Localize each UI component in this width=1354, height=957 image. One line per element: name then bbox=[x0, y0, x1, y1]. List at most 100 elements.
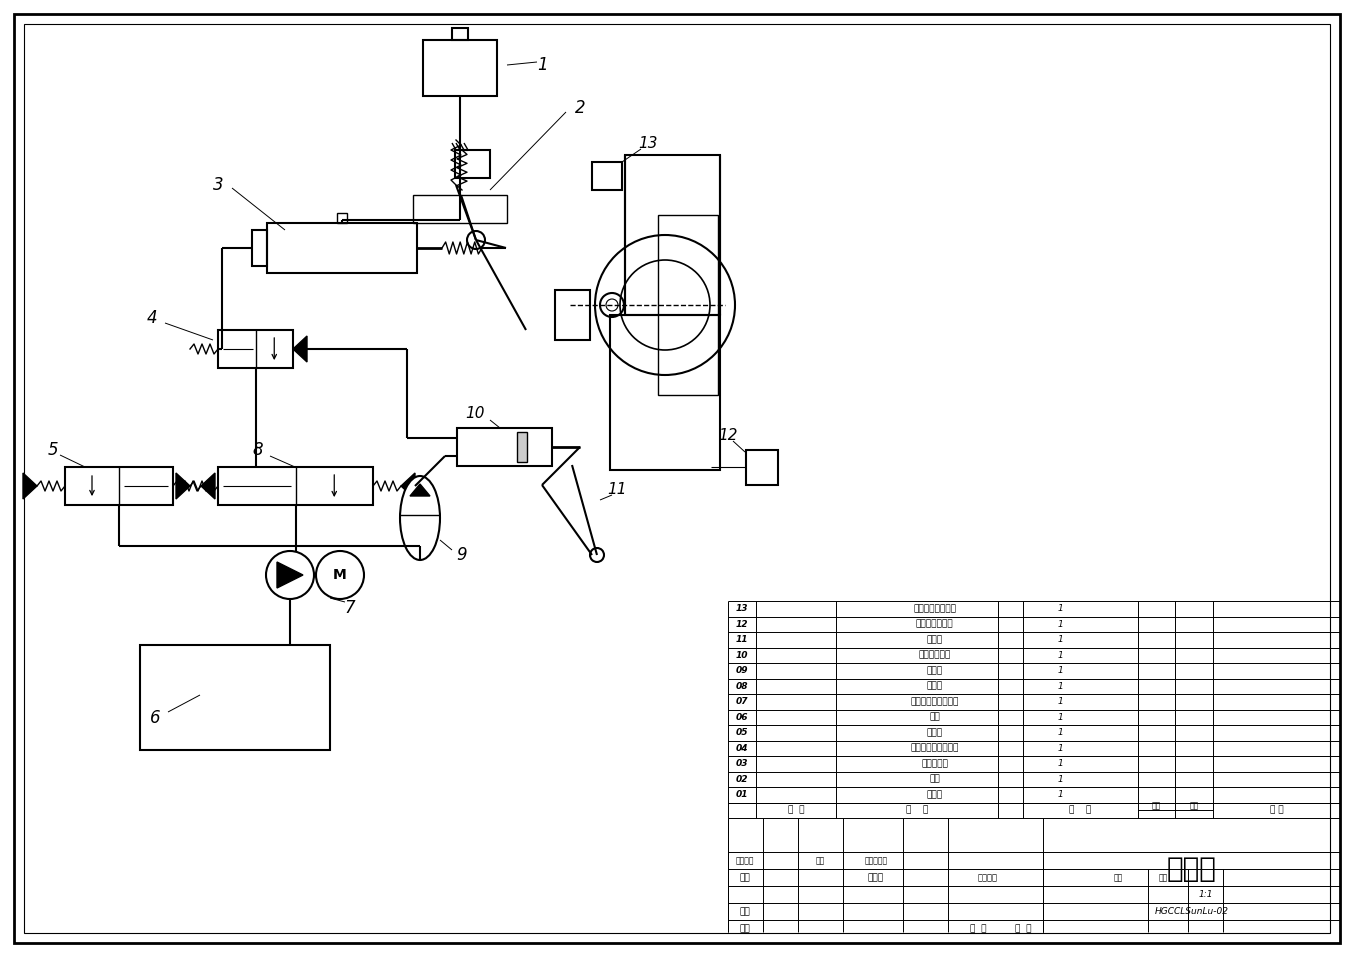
Text: 1: 1 bbox=[1057, 635, 1063, 644]
Text: 离合器主缸: 离合器主缸 bbox=[921, 759, 948, 768]
Bar bbox=[455, 150, 490, 178]
Text: 标记处数: 标记处数 bbox=[735, 856, 754, 865]
Text: 更改文件号: 更改文件号 bbox=[864, 856, 888, 865]
Text: 回油泵: 回油泵 bbox=[926, 681, 942, 691]
Text: 液压泵和电动机总成: 液压泵和电动机总成 bbox=[910, 698, 959, 706]
Bar bbox=[626, 155, 720, 315]
Text: 1: 1 bbox=[1057, 666, 1063, 676]
Text: 1: 1 bbox=[1057, 759, 1063, 768]
Text: 6: 6 bbox=[150, 709, 160, 727]
Text: 10: 10 bbox=[735, 651, 749, 659]
Text: 1: 1 bbox=[1057, 744, 1063, 753]
Text: 03: 03 bbox=[735, 759, 749, 768]
Text: 2: 2 bbox=[574, 99, 585, 117]
Text: 分离叉位置传感器: 分离叉位置传感器 bbox=[913, 604, 956, 613]
Text: 12: 12 bbox=[718, 428, 738, 442]
Text: M: M bbox=[333, 568, 347, 582]
Text: 09: 09 bbox=[735, 666, 749, 676]
Text: 1: 1 bbox=[1057, 620, 1063, 629]
Text: 分离叉: 分离叉 bbox=[926, 635, 942, 644]
Bar bbox=[458, 428, 552, 466]
Bar bbox=[337, 213, 347, 223]
Text: 1: 1 bbox=[1057, 681, 1063, 691]
Text: 1: 1 bbox=[1057, 728, 1063, 737]
Text: 1: 1 bbox=[1057, 651, 1063, 659]
Text: 蓄能器: 蓄能器 bbox=[926, 666, 942, 676]
Text: 04: 04 bbox=[735, 744, 749, 753]
Polygon shape bbox=[401, 473, 414, 499]
Text: 控制模式切换开关阀: 控制模式切换开关阀 bbox=[910, 744, 959, 753]
Text: 标准化: 标准化 bbox=[868, 873, 884, 882]
Text: 11: 11 bbox=[607, 482, 627, 498]
Bar bbox=[422, 40, 497, 96]
Text: 8: 8 bbox=[253, 441, 263, 459]
Text: 设计: 设计 bbox=[739, 873, 750, 882]
Polygon shape bbox=[23, 473, 37, 499]
Bar bbox=[746, 450, 779, 485]
Text: 05: 05 bbox=[735, 728, 749, 737]
Text: 07: 07 bbox=[735, 698, 749, 706]
Text: 01: 01 bbox=[735, 790, 749, 799]
Text: 3: 3 bbox=[213, 176, 223, 194]
Text: 9: 9 bbox=[456, 546, 467, 564]
Text: 重量: 重量 bbox=[1113, 873, 1122, 882]
Text: 12: 12 bbox=[735, 620, 749, 629]
Text: 踏板位置传感器: 踏板位置传感器 bbox=[915, 620, 953, 629]
Polygon shape bbox=[410, 484, 431, 496]
Bar bbox=[611, 315, 720, 470]
Text: 分区: 分区 bbox=[815, 856, 825, 865]
Text: 共  张: 共 张 bbox=[969, 924, 986, 933]
Polygon shape bbox=[176, 473, 190, 499]
Text: 总计: 总计 bbox=[1189, 802, 1198, 811]
Polygon shape bbox=[278, 562, 303, 588]
Text: 备 注: 备 注 bbox=[1270, 806, 1284, 814]
Text: 1: 1 bbox=[1057, 698, 1063, 706]
Bar bbox=[139, 645, 330, 750]
Text: 06: 06 bbox=[735, 713, 749, 722]
Bar bbox=[218, 330, 292, 368]
Bar bbox=[555, 290, 590, 340]
Text: 比例: 比例 bbox=[1159, 873, 1167, 882]
Text: 审核: 审核 bbox=[739, 907, 750, 916]
Text: 08: 08 bbox=[735, 681, 749, 691]
Text: 1: 1 bbox=[1057, 775, 1063, 784]
Bar bbox=[218, 467, 372, 505]
Text: 1: 1 bbox=[536, 56, 547, 74]
Text: 阶段标记: 阶段标记 bbox=[978, 873, 998, 882]
Text: 踏板: 踏板 bbox=[929, 775, 940, 784]
Bar bbox=[658, 215, 718, 395]
Ellipse shape bbox=[399, 476, 440, 560]
Text: HGCCLSunLu-02: HGCCLSunLu-02 bbox=[1155, 907, 1228, 916]
Bar bbox=[267, 223, 417, 273]
Text: 11: 11 bbox=[735, 635, 749, 644]
Text: 储液室: 储液室 bbox=[926, 790, 942, 799]
Text: 1: 1 bbox=[1057, 713, 1063, 722]
Bar bbox=[413, 195, 506, 223]
Text: 油箱: 油箱 bbox=[929, 713, 940, 722]
Text: 进油阀: 进油阀 bbox=[926, 728, 942, 737]
Text: 13: 13 bbox=[735, 604, 749, 613]
Text: 10: 10 bbox=[466, 406, 485, 420]
Text: 02: 02 bbox=[735, 775, 749, 784]
Text: 1: 1 bbox=[1057, 604, 1063, 613]
Text: 工艺: 工艺 bbox=[739, 924, 750, 933]
Bar bbox=[65, 467, 173, 505]
Text: 1: 1 bbox=[1057, 790, 1063, 799]
Polygon shape bbox=[200, 473, 215, 499]
Bar bbox=[592, 162, 621, 190]
Text: 离合器工作缸: 离合器工作缸 bbox=[918, 651, 951, 659]
Text: 单件: 单件 bbox=[1152, 802, 1162, 811]
Text: 1:1: 1:1 bbox=[1198, 890, 1213, 899]
Bar bbox=[517, 432, 527, 462]
Text: 原理图: 原理图 bbox=[1167, 855, 1216, 883]
Text: 名    称: 名 称 bbox=[906, 806, 927, 814]
Text: 第  张: 第 张 bbox=[1014, 924, 1032, 933]
Text: 材    料: 材 料 bbox=[1070, 806, 1091, 814]
Text: 代  号: 代 号 bbox=[788, 806, 804, 814]
Polygon shape bbox=[292, 336, 307, 362]
Text: 7: 7 bbox=[345, 599, 355, 617]
Text: 13: 13 bbox=[638, 136, 658, 150]
Text: 4: 4 bbox=[146, 309, 157, 327]
Text: 5: 5 bbox=[47, 441, 58, 459]
Bar bbox=[452, 28, 468, 40]
